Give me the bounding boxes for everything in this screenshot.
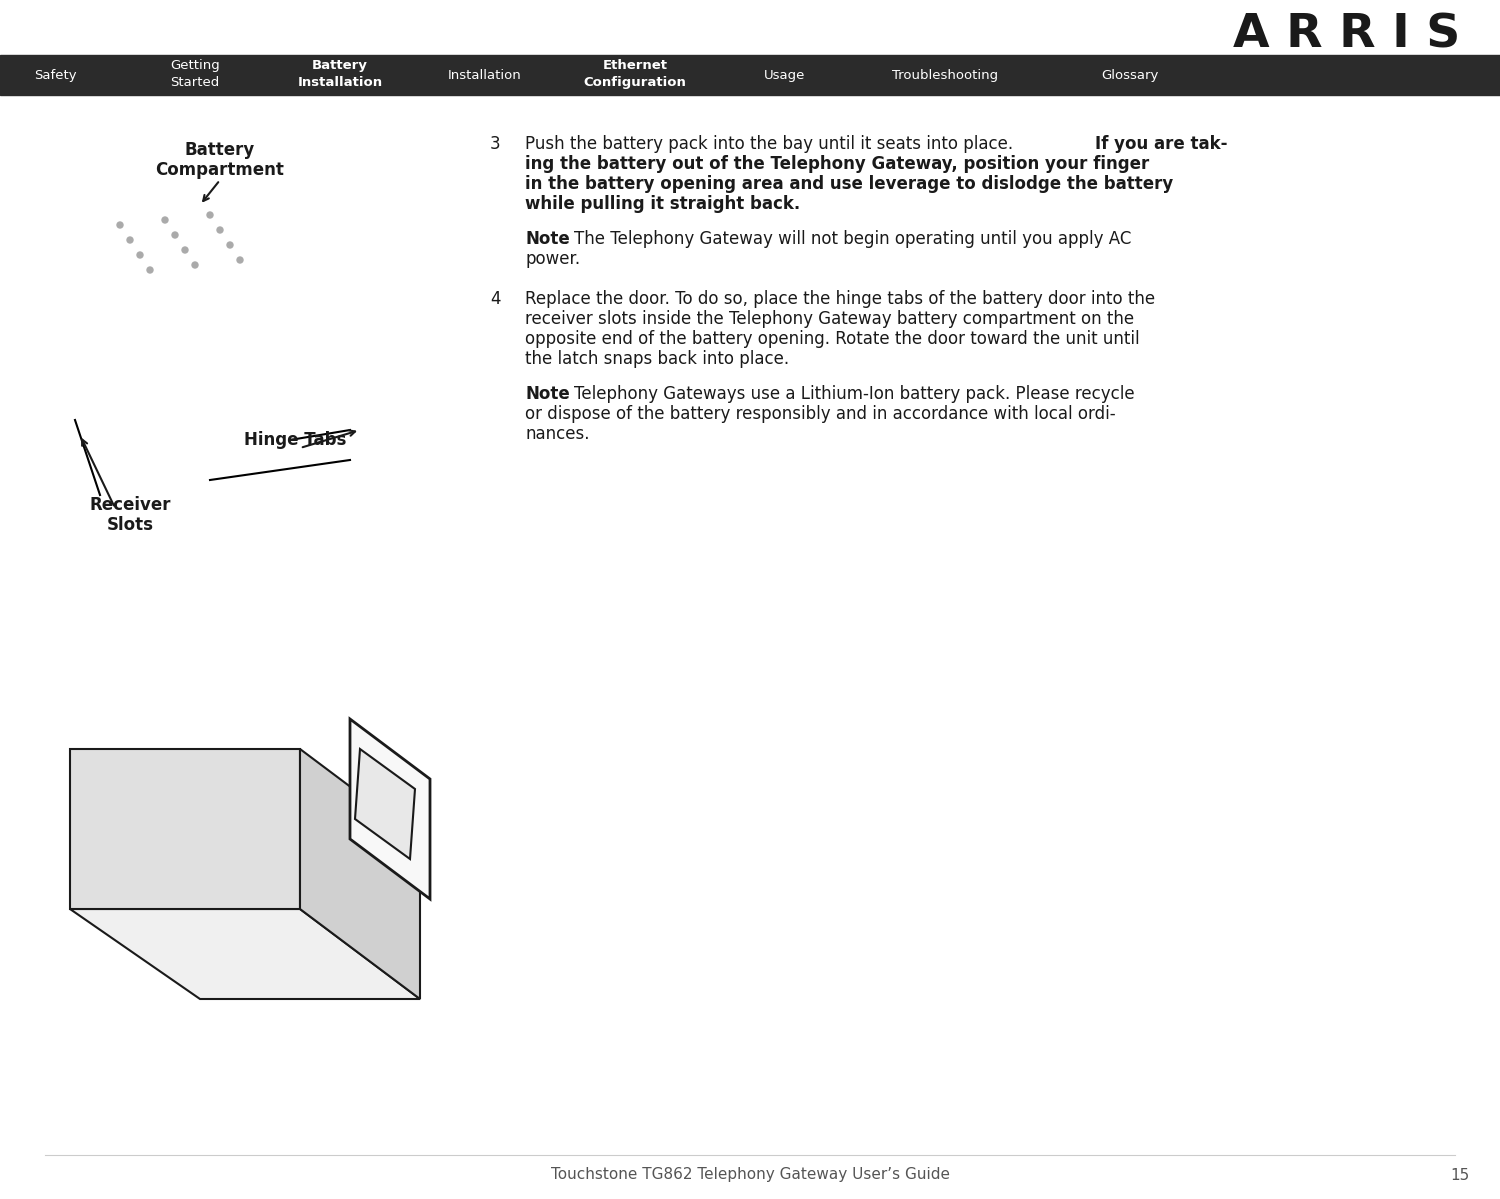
Circle shape [217,227,223,233]
Text: 4: 4 [490,290,501,308]
Circle shape [182,247,188,253]
Circle shape [237,257,243,263]
Text: : The Telephony Gateway will not begin operating until you apply AC: : The Telephony Gateway will not begin o… [562,230,1131,248]
Circle shape [172,231,178,237]
Bar [0,55,1500,95]
Text: A R R I S: A R R I S [1233,12,1460,58]
Text: Touchstone TG862 Telephony Gateway User’s Guide: Touchstone TG862 Telephony Gateway User’… [550,1168,950,1182]
Circle shape [192,263,198,269]
Circle shape [117,222,123,228]
Text: Glossary: Glossary [1101,68,1158,82]
Text: Troubleshooting: Troubleshooting [892,68,998,82]
Text: power.: power. [525,251,580,269]
Polygon shape [70,749,300,909]
Text: Push the battery pack into the bay until it seats into place.: Push the battery pack into the bay until… [525,135,1019,153]
Text: If you are tak-: If you are tak- [1095,135,1227,153]
Text: Replace the door. To do so, place the hinge tabs of the battery door into the: Replace the door. To do so, place the hi… [525,290,1155,308]
Text: 15: 15 [1450,1168,1470,1182]
Text: Safety: Safety [33,68,76,82]
Text: Note: Note [525,385,570,403]
Text: Receiver
Slots: Receiver Slots [90,495,171,535]
Text: receiver slots inside the Telephony Gateway battery compartment on the: receiver slots inside the Telephony Gate… [525,311,1134,329]
Text: Usage: Usage [765,68,806,82]
Polygon shape [350,719,430,899]
Polygon shape [300,749,420,999]
Text: : Telephony Gateways use a Lithium-Ion battery pack. Please recycle: : Telephony Gateways use a Lithium-Ion b… [562,385,1134,403]
Text: while pulling it straight back.: while pulling it straight back. [525,195,801,213]
Text: Started: Started [171,76,219,89]
Text: Battery: Battery [312,59,368,72]
Circle shape [226,242,232,248]
Text: 3: 3 [490,135,501,153]
Text: Installation: Installation [297,76,382,89]
Text: nances.: nances. [525,424,590,442]
Polygon shape [70,909,420,999]
Text: the latch snaps back into place.: the latch snaps back into place. [525,350,789,368]
Circle shape [207,212,213,218]
Text: opposite end of the battery opening. Rotate the door toward the unit until: opposite end of the battery opening. Rot… [525,330,1140,348]
Circle shape [136,252,142,258]
Text: Note: Note [525,230,570,248]
Text: Ethernet: Ethernet [603,59,668,72]
Circle shape [128,237,134,243]
Text: ing the battery out of the Telephony Gateway, position your finger: ing the battery out of the Telephony Gat… [525,155,1149,173]
Text: Battery
Compartment: Battery Compartment [156,140,285,180]
Text: Hinge Tabs: Hinge Tabs [244,430,346,448]
Polygon shape [356,749,416,858]
Text: Configuration: Configuration [584,76,687,89]
Text: or dispose of the battery responsibly and in accordance with local ordi-: or dispose of the battery responsibly an… [525,405,1116,423]
Circle shape [147,267,153,273]
Text: Installation: Installation [448,68,522,82]
Circle shape [162,217,168,223]
Text: in the battery opening area and use leverage to dislodge the battery: in the battery opening area and use leve… [525,175,1173,193]
Text: Getting: Getting [170,59,220,72]
